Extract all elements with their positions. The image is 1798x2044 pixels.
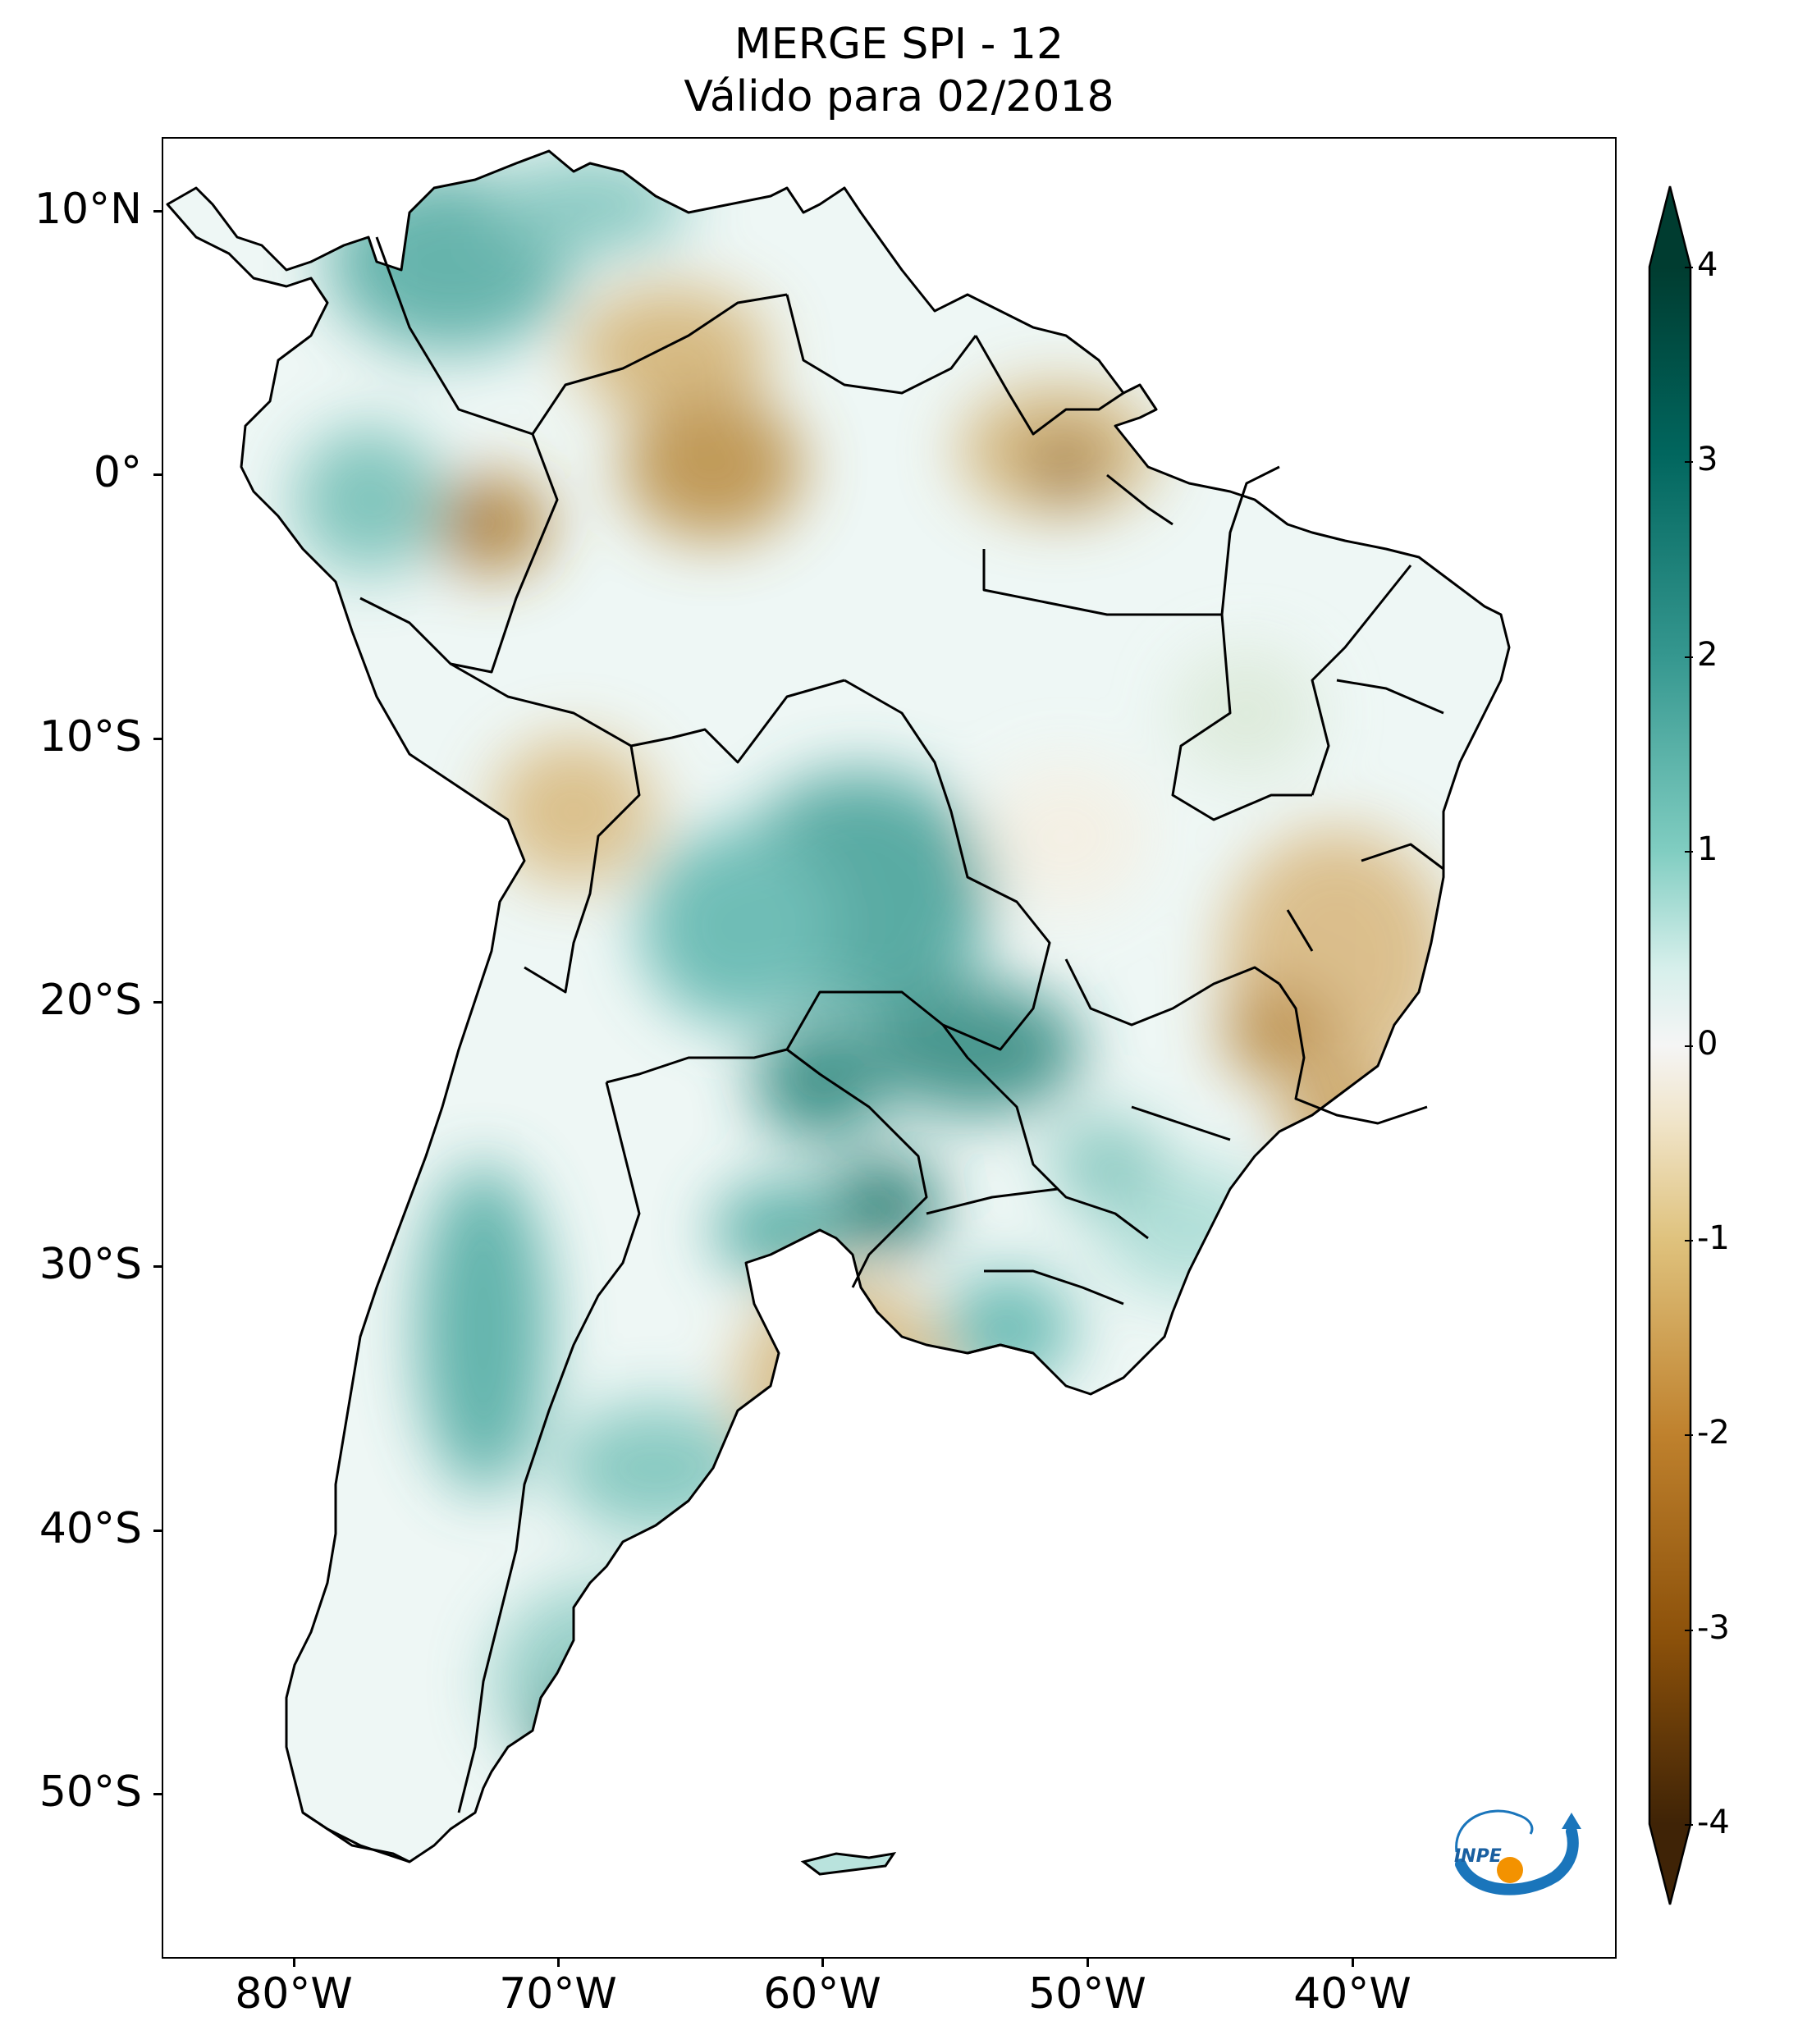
colorbar-tick xyxy=(1685,1240,1693,1241)
colorbar-tick xyxy=(1685,851,1693,853)
map-canvas xyxy=(166,149,1511,1876)
colorbar-tick xyxy=(1685,656,1693,658)
colorbar-label: -1 xyxy=(1697,1219,1730,1257)
lat-label-10n: 10°N xyxy=(34,185,142,234)
lon-tick xyxy=(821,1959,824,1967)
colorbar-label: -4 xyxy=(1697,1804,1730,1841)
lat-tick xyxy=(153,738,162,740)
lon-label-80w: 80°W xyxy=(235,1969,353,2019)
colorbar-tick xyxy=(1685,1045,1693,1047)
lon-label-50w: 50°W xyxy=(1028,1969,1146,2019)
colorbar-extend-max xyxy=(1649,186,1690,267)
lon-label-60w: 60°W xyxy=(763,1969,881,2019)
colorbar-label: -3 xyxy=(1697,1609,1730,1647)
colorbar-tick xyxy=(1685,267,1693,268)
lon-tick xyxy=(557,1959,560,1967)
colorbar-tick xyxy=(1685,1434,1693,1436)
spi-field xyxy=(167,151,1509,1862)
colorbar-tick xyxy=(1685,461,1693,463)
colorbar-label: -2 xyxy=(1697,1414,1730,1452)
lat-label-50s: 50°S xyxy=(39,1767,142,1817)
lat-label-20s: 20°S xyxy=(39,976,142,1025)
lat-tick xyxy=(153,1793,162,1795)
colorbar-tick xyxy=(1685,1824,1693,1826)
lat-tick xyxy=(153,210,162,213)
colorbar-label: 4 xyxy=(1697,246,1718,284)
falklands xyxy=(800,1851,897,1876)
lat-tick xyxy=(153,1265,162,1268)
map-title: MERGE SPI - 12 xyxy=(734,20,1064,69)
lat-tick xyxy=(153,1530,162,1532)
map-subtitle: Válido para 02/2018 xyxy=(684,72,1114,121)
lon-tick xyxy=(1352,1959,1354,1967)
lon-label-70w: 70°W xyxy=(499,1969,617,2019)
lon-tick xyxy=(293,1959,295,1967)
colorbar-label: 1 xyxy=(1697,830,1718,868)
lat-label-40s: 40°S xyxy=(39,1504,142,1553)
lat-label-30s: 30°S xyxy=(39,1240,142,1289)
colorbar-tick xyxy=(1685,1630,1693,1631)
colorbar-label: 3 xyxy=(1697,441,1718,478)
lon-tick xyxy=(1087,1959,1089,1967)
colorbar-label: 2 xyxy=(1697,636,1718,674)
lat-label-10s: 10°S xyxy=(39,712,142,761)
colorbar-gradient xyxy=(1649,267,1690,1824)
colorbar-extend-min xyxy=(1649,1824,1690,1905)
inpe-logo: INPE xyxy=(1454,1809,1581,1895)
lat-label-0: 0° xyxy=(93,448,142,497)
colorbar xyxy=(1648,185,1692,1905)
lat-tick xyxy=(153,1001,162,1004)
lat-tick xyxy=(153,473,162,476)
lon-label-40w: 40°W xyxy=(1293,1969,1411,2019)
map-frame xyxy=(162,137,1617,1959)
colorbar-label: 0 xyxy=(1697,1025,1718,1063)
borders xyxy=(166,149,1511,1863)
svg-text:INPE: INPE xyxy=(1454,1846,1502,1867)
